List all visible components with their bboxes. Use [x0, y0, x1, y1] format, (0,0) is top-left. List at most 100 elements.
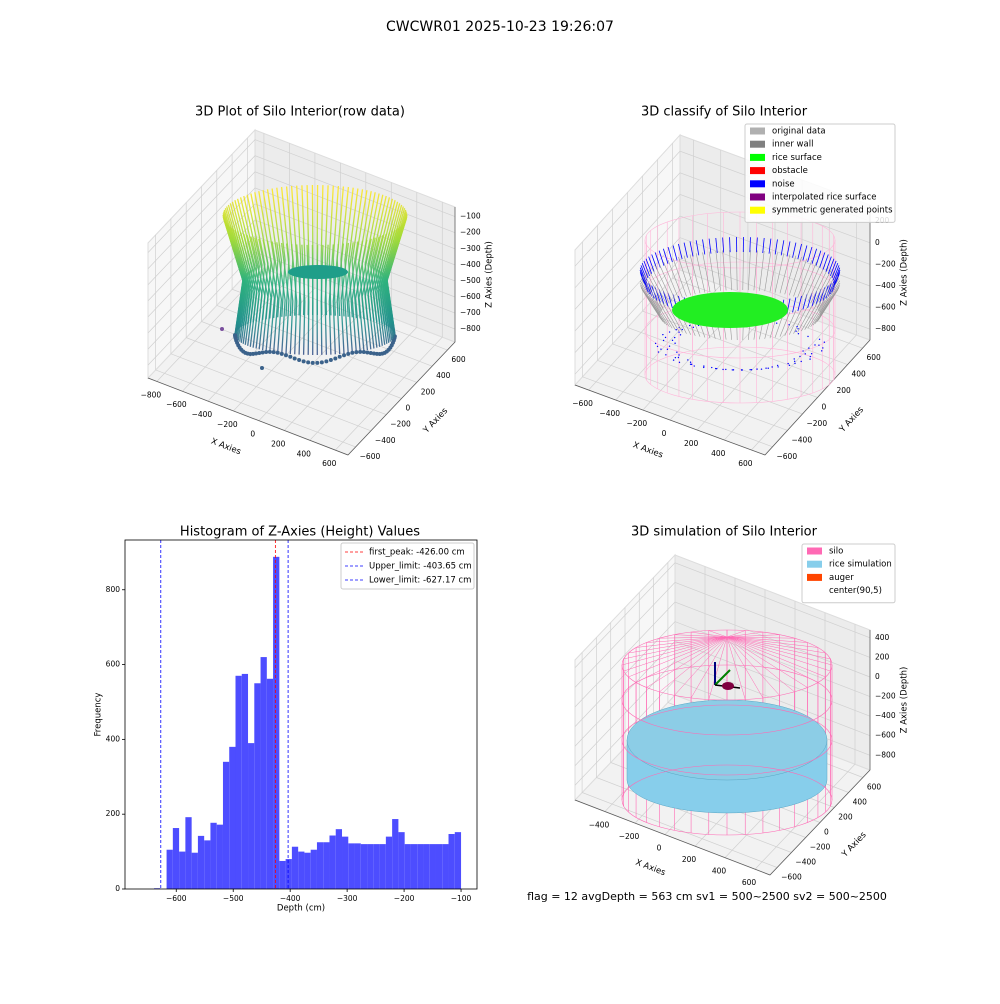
- legend-label: Upper_limit: -403.65 cm: [369, 562, 472, 572]
- y-tick-label: −600: [781, 873, 802, 882]
- bar: [210, 823, 216, 889]
- noise-point: [811, 353, 812, 354]
- noise-point: [690, 362, 691, 363]
- bar: [361, 844, 367, 889]
- noise-point: [810, 356, 811, 357]
- y-axis-label: Frequency: [94, 693, 104, 737]
- bar: [336, 829, 342, 889]
- bar: [286, 859, 292, 889]
- y-tick-label: −200: [807, 419, 828, 428]
- noise-point: [733, 369, 734, 370]
- point: [342, 353, 346, 357]
- bar: [392, 819, 398, 889]
- y-tick-label: −600: [360, 452, 381, 461]
- y-tick-label: 0: [406, 404, 411, 413]
- noise-point: [693, 327, 694, 328]
- bar: [455, 832, 461, 889]
- point: [329, 358, 333, 362]
- legend-swatch: [750, 141, 765, 148]
- legend-swatch: [807, 548, 822, 555]
- x-tick-label: −400: [599, 409, 620, 418]
- noise-point: [814, 344, 815, 345]
- noise-point: [777, 366, 778, 367]
- z-tick-label: −800: [875, 750, 896, 759]
- x-tick-label: −200: [627, 419, 648, 428]
- z-tick-label: 400: [875, 633, 890, 642]
- legend-swatch: [750, 167, 765, 174]
- legend-label: obstacle: [772, 166, 808, 176]
- z-tick-label: 0: [875, 238, 880, 247]
- point: [365, 350, 369, 354]
- point: [272, 350, 276, 354]
- bar: [373, 844, 379, 889]
- point: [261, 350, 265, 354]
- noise-point: [822, 347, 823, 348]
- bar: [198, 836, 204, 889]
- z-tick-label: −600: [460, 292, 481, 301]
- x-tick-label: 600: [322, 459, 337, 468]
- bar: [398, 832, 404, 889]
- point: [333, 356, 337, 360]
- noise-point: [672, 340, 673, 341]
- y-tick-label: 600: [451, 355, 466, 364]
- noise-point: [787, 363, 788, 364]
- footer-text: flag = 12 avgDepth = 563 cm sv1 = 500~25…: [527, 890, 887, 903]
- noise-point: [678, 354, 679, 355]
- noise-point: [679, 362, 680, 363]
- bar: [449, 834, 455, 889]
- x-tick-label: 0: [662, 429, 667, 438]
- noise-point: [703, 365, 704, 366]
- x-tick-label: 200: [684, 439, 699, 448]
- point: [288, 355, 292, 359]
- point: [280, 352, 284, 356]
- point: [315, 361, 319, 365]
- inner-surface: [288, 265, 348, 279]
- legend-swatch: [807, 587, 822, 594]
- bar: [261, 657, 267, 889]
- noise-point: [776, 322, 777, 323]
- noise-point: [805, 353, 806, 354]
- point: [320, 360, 324, 364]
- z-tick-label: −100: [460, 212, 481, 221]
- x-tick-label: 200: [271, 439, 286, 448]
- x-tick-label: 400: [712, 867, 727, 876]
- point: [346, 352, 350, 356]
- legend-label: rice surface: [772, 153, 822, 163]
- z-tick-label: −200: [875, 692, 896, 701]
- noise-point: [795, 330, 796, 331]
- rice-surface: [672, 292, 788, 328]
- noise-point: [794, 358, 795, 359]
- bar: [254, 683, 260, 889]
- noise-point: [797, 328, 798, 329]
- legend-swatch: [750, 180, 765, 187]
- legend-swatch: [750, 128, 765, 135]
- noise-point: [690, 364, 691, 365]
- suptitle: CWCWR01 2025-10-23 19:26:07: [386, 19, 614, 35]
- bar: [430, 844, 436, 889]
- noise-point: [655, 343, 656, 344]
- bar: [311, 850, 317, 889]
- noise-point: [821, 350, 822, 351]
- x-tick-label: 600: [738, 459, 753, 468]
- bar: [204, 840, 210, 889]
- z-tick-label: −700: [460, 308, 481, 317]
- x-tick-label: −600: [166, 894, 187, 903]
- legend-label: silo: [829, 547, 843, 557]
- z-tick-label: −800: [875, 324, 896, 333]
- legend-label: original data: [772, 127, 826, 137]
- noise-point: [765, 367, 766, 368]
- noise-point: [777, 365, 778, 366]
- legend-label: center(90,5): [829, 586, 882, 596]
- point: [302, 359, 306, 363]
- noise-point: [794, 361, 795, 362]
- chart-title: 3D classify of Silo Interior: [641, 105, 808, 120]
- noise-point: [669, 331, 670, 332]
- y-tick-label: 800: [106, 585, 121, 594]
- x-tick-label: −400: [280, 894, 301, 903]
- x-tick-label: −200: [217, 420, 238, 429]
- point-column: [317, 185, 318, 315]
- bar: [417, 844, 423, 889]
- z-tick-label: −400: [875, 711, 896, 720]
- noise-point: [801, 361, 802, 362]
- noise-point: [665, 337, 666, 338]
